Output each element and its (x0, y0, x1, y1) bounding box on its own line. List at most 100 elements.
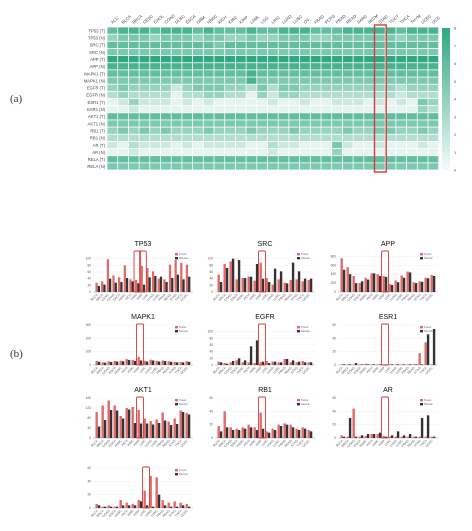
heatmap-cell (417, 63, 428, 70)
bar-normal (219, 431, 223, 438)
y-tick-label: 20 (87, 283, 91, 287)
y-tick-label: 100 (208, 257, 214, 261)
x-tick-label: KIRC (248, 438, 257, 447)
heatmap-cell (214, 134, 225, 141)
y-tick-label: 60 (209, 270, 213, 274)
x-tick-label: COAD (106, 292, 116, 302)
heatmap-cell (374, 120, 385, 127)
heatmap-cell (374, 48, 385, 56)
x-tick-label: KIRC (371, 365, 380, 374)
panel-label-b: (b) (10, 348, 23, 360)
heatmap-cell (332, 127, 342, 134)
bar-tumor (217, 274, 220, 292)
heatmap-cell (203, 41, 214, 49)
heatmap-cell (364, 156, 375, 163)
x-tick-label: THCA (174, 365, 184, 375)
bar-normal (408, 434, 412, 438)
heatmap-cell (139, 84, 150, 91)
heatmap-cell (257, 113, 268, 120)
heatmap-cell (139, 141, 150, 149)
bar-normal (121, 418, 125, 438)
bar-normal (127, 505, 131, 508)
heatmap-cell (214, 70, 225, 77)
x-tick-label: ESCA (230, 292, 240, 302)
heatmap-cell (160, 70, 171, 77)
heatmap-cell (107, 113, 118, 120)
heatmap-cell (278, 141, 289, 149)
bar-normal (133, 423, 137, 438)
x-tick-label: HNSC (358, 365, 368, 375)
heatmap-cell (128, 41, 139, 49)
heatmap-cell (289, 156, 300, 163)
heatmap-cell (267, 134, 278, 141)
bar-tumor (277, 424, 280, 438)
heatmap-cell (353, 77, 364, 84)
heatmap-cell (193, 156, 203, 163)
heatmap-cell (257, 163, 268, 170)
heatmap-cell (267, 70, 278, 77)
y-tick-label: 40 (87, 426, 91, 430)
highlight-box (139, 250, 147, 293)
bar-normal (133, 361, 137, 365)
heatmap-cell (353, 141, 364, 149)
legend-label: Tumor (179, 468, 187, 472)
x-tick-label: COAD (101, 438, 111, 448)
heatmap-cell (246, 98, 257, 106)
bar-normal (231, 361, 235, 365)
bar-normal (97, 361, 101, 365)
heatmap-cell (321, 98, 332, 106)
bar-tumor (376, 274, 379, 292)
heatmap-cell (407, 156, 417, 163)
heatmap-cell (118, 113, 128, 120)
heatmap-cell (417, 77, 428, 84)
heatmap-cell (193, 163, 203, 170)
x-tick-label: THCA (174, 508, 184, 518)
heatmap-cell (396, 63, 407, 70)
heatmap-cell (353, 27, 364, 34)
heatmap-cell (289, 77, 300, 84)
heatmap-cell (332, 56, 342, 63)
heatmap-cell (139, 41, 150, 49)
heatmap-cell (310, 127, 321, 134)
row-label: AKT1 (N) (88, 121, 106, 126)
bar-tumor (271, 428, 274, 438)
heatmap-cell (396, 91, 407, 99)
heatmap-cell (203, 63, 214, 70)
x-tick-label: STAD (290, 365, 299, 374)
bar-normal (97, 505, 101, 508)
legend-label: Tumor (179, 252, 187, 256)
heatmap-cell (107, 163, 118, 170)
heatmap-cell (160, 63, 171, 70)
column-label: THCA (399, 13, 411, 24)
heatmap-cell (214, 34, 225, 41)
column-label: PAAD (313, 14, 325, 25)
row-label: AKT1 (T) (88, 114, 106, 119)
heatmap-cell (278, 56, 289, 63)
heatmap-cell (203, 113, 214, 120)
bar-tumor (143, 360, 146, 365)
heatmap-cell (267, 127, 278, 134)
highlight-column-box (373, 24, 387, 173)
legend-swatch (297, 253, 300, 256)
heatmap-cell (235, 91, 246, 99)
x-tick-label: LIHC (139, 438, 147, 446)
heatmap-cell (214, 127, 225, 134)
x-tick-label: READ (284, 365, 294, 375)
heatmap-cell (107, 77, 118, 84)
bar-tumor (229, 362, 232, 365)
x-tick-label: BRCA (96, 365, 106, 375)
x-tick-label: LUAD (144, 365, 153, 374)
heatmap-cell (107, 148, 118, 156)
y-tick-label: 0 (89, 363, 91, 367)
x-tick-label: LUAD (144, 438, 153, 447)
bar-tumor (119, 500, 122, 508)
heatmap-cell (353, 70, 364, 77)
row-label: AR (N) (92, 150, 105, 155)
x-tick-label: LUAD (266, 292, 275, 301)
bar-normal (348, 418, 352, 438)
bar-tumor (131, 359, 134, 365)
heatmap-cell (300, 148, 310, 156)
heatmap-cell (396, 41, 407, 49)
y-tick-label: 200 (86, 336, 92, 340)
bar-normal (402, 364, 406, 365)
